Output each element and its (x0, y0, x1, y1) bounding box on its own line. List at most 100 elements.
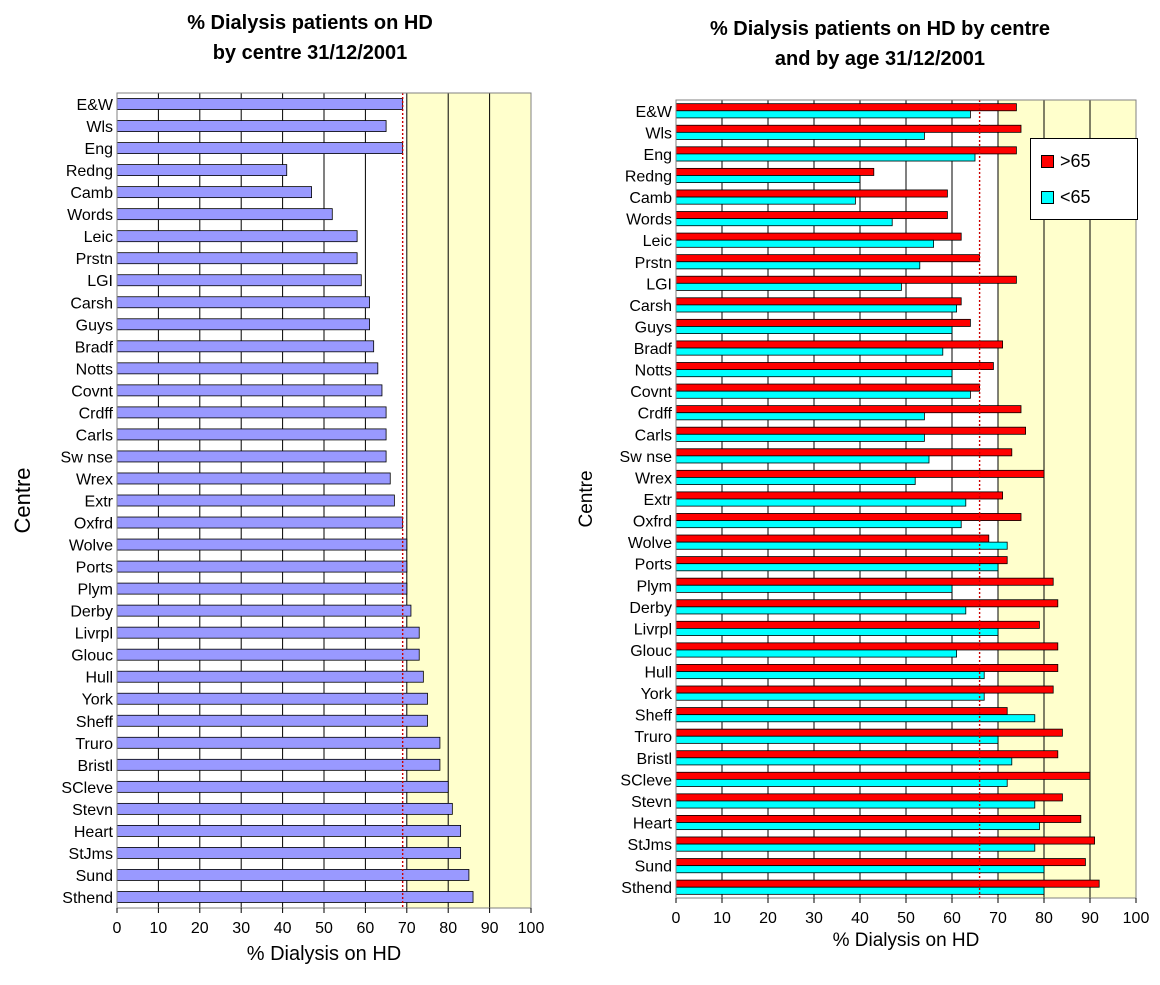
chart2-bar-under-65-7 (675, 261, 921, 270)
chart2-category-label-16: Sw nse (620, 449, 673, 466)
chart2-category-label-19: Oxfrd (633, 514, 672, 531)
chart1-category-label-22: Plym (77, 582, 113, 599)
chart2-category-label-12: Notts (635, 363, 672, 380)
chart2-bar-under-65-36 (675, 886, 1045, 895)
chart2-bar-under-65-14 (675, 412, 925, 421)
chart2-bar-over-65-4 (675, 189, 948, 198)
chart2-bar-over-65-9 (675, 297, 962, 306)
chart2-bar-under-65-9 (675, 304, 958, 313)
chart1-x-tick-label-10: 10 (150, 920, 168, 937)
legend-swatch-over-65 (1041, 154, 1054, 168)
chart2-bar-over-65-7 (675, 254, 981, 263)
chart1-category-label-32: Stevn (72, 802, 113, 819)
chart2-category-label-33: Heart (633, 816, 673, 833)
chart2-x-tick-label-50: 50 (897, 910, 915, 927)
chart2-category-label-18: Extr (644, 492, 673, 509)
chart2-x-tick-label-80: 80 (1035, 910, 1053, 927)
chart2-category-label-14: Crdff (638, 406, 673, 423)
chart1-category-label-34: StJms (69, 846, 113, 863)
chart2-category-label-25: Glouc (630, 643, 672, 660)
chart2-x-tick-label-100: 100 (1123, 910, 1150, 927)
chart1-category-label-21: Ports (76, 560, 113, 577)
chart1-category-label-28: Sheff (76, 714, 114, 731)
chart2-bar-under-65-29 (675, 735, 999, 744)
chart2-bar-over-65-24 (675, 620, 1040, 629)
chart1-x-tick-label-70: 70 (398, 920, 416, 937)
chart1-x-tick-label-60: 60 (357, 920, 375, 937)
chart2-bar-over-65-25 (675, 642, 1059, 651)
chart2-category-label-10: Guys (635, 319, 672, 336)
chart2-bar-over-65-27 (675, 685, 1054, 694)
chart1-shaded-region (406, 93, 531, 908)
chart2-bar-under-65-28 (675, 714, 1036, 723)
legend-item-under-65: <65 (1041, 187, 1091, 207)
chart2-bar-over-65-3 (675, 167, 875, 176)
chart1-category-label-15: Carls (76, 427, 113, 444)
chart1-title-line2: by centre 31/12/2001 (212, 42, 408, 64)
chart2-category-label-5: Words (626, 212, 672, 229)
chart1-x-tick-label-0: 0 (113, 920, 122, 937)
chart1-title: % Dialysis patients on HD by centre 31/1… (60, 8, 560, 68)
chart2-category-label-3: Redng (625, 168, 672, 185)
chart1-x-axis-label: % Dialysis on HD (247, 943, 401, 965)
chart1-y-axis-label: Centre (10, 467, 35, 533)
chart2-bar-under-65-15 (675, 433, 925, 442)
chart1-category-label-8: LGI (87, 273, 113, 290)
chart1-category-label-19: Oxfrd (74, 516, 113, 533)
chart2-category-label-15: Carls (635, 427, 672, 444)
chart1-category-label-17: Wrex (76, 471, 113, 488)
chart2-bar-under-65-33 (675, 822, 1040, 831)
chart2-bar-under-65-24 (675, 628, 999, 636)
chart2-bar-under-65-13 (675, 390, 971, 399)
chart1-x-tick-label-30: 30 (232, 920, 250, 937)
chart2-bar-over-65-26 (675, 664, 1059, 672)
chart2-bar-under-65-31 (675, 778, 1008, 787)
chart2-bar-over-65-23 (675, 599, 1059, 608)
chart2-bar-over-65-33 (675, 814, 1082, 823)
chart2-bar-over-65-14 (675, 405, 1022, 414)
chart1-category-label-25: Glouc (71, 648, 113, 665)
chart2-x-tick-label-70: 70 (989, 910, 1007, 927)
chart2-x-tick-label-10: 10 (713, 910, 731, 927)
chart2-title-line1: % Dialysis patients on HD by centre (709, 18, 1051, 40)
chart2-bar-under-65-23 (675, 606, 967, 615)
chart2-title: % Dialysis patients on HD by centre and … (600, 14, 1160, 74)
chart1-category-label-2: Eng (85, 141, 113, 158)
chart2-category-label-2: Eng (644, 147, 672, 164)
chart2-bar-under-65-34 (675, 843, 1036, 852)
chart2-x-tick-label-20: 20 (759, 910, 777, 927)
chart1-hd-by-centre: E&W Wls Eng Redng Camb Words Leic Prstn LGI Carsh… (10, 92, 545, 965)
chart1-category-label-27: York (82, 692, 114, 709)
chart1-x-tick-label-90: 90 (481, 920, 499, 937)
chart2-bar-under-65-5 (675, 218, 893, 227)
chart2-x-tick-label-60: 60 (943, 910, 961, 927)
chart2-bar-under-65-3 (675, 175, 861, 184)
chart1-category-label-10: Guys (76, 317, 113, 334)
chart2-bar-over-65-18 (675, 491, 1004, 500)
chart2-bar-under-65-1 (675, 131, 925, 140)
chart1-category-label-24: Livrpl (75, 626, 113, 643)
chart2-legend: >65 <65 (1030, 138, 1138, 220)
chart2-bar-under-65-2 (675, 153, 976, 162)
chart2-x-tick-label-90: 90 (1081, 910, 1099, 927)
chart2-bar-over-65-2 (675, 146, 1017, 155)
chart2-bar-under-65-0 (675, 110, 971, 119)
chart1-x-tick-label-100: 100 (518, 920, 545, 937)
chart2-category-label-17: Wrex (635, 470, 672, 487)
chart1-category-label-30: Bristl (77, 758, 113, 775)
legend-item-over-65: >65 (1041, 151, 1091, 171)
chart2-bar-under-65-21 (675, 563, 999, 572)
chart2-bar-over-65-11 (675, 340, 1004, 349)
chart2-category-label-20: Wolve (628, 535, 672, 552)
chart2-bar-over-65-8 (675, 275, 1017, 284)
chart2-bar-under-65-27 (675, 692, 985, 701)
chart2-bar-over-65-1 (675, 124, 1022, 133)
chart1-category-label-29: Truro (75, 736, 113, 753)
chart2-bar-under-65-20 (675, 541, 1008, 550)
chart2-bar-over-65-10 (675, 318, 971, 327)
chart2-bar-under-65-18 (675, 498, 967, 507)
chart2-category-label-22: Plym (636, 578, 672, 595)
chart1-x-tick-label-80: 80 (439, 920, 457, 937)
chart2-bar-under-65-25 (675, 649, 958, 658)
chart2-category-label-0: E&W (636, 104, 673, 121)
